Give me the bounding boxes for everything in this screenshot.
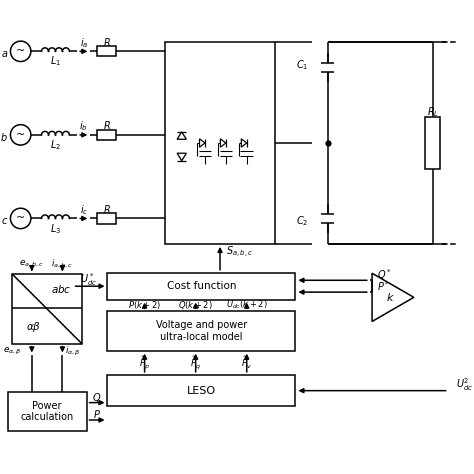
Circle shape [10, 125, 31, 145]
Text: $R$: $R$ [102, 36, 110, 47]
Text: Cost function: Cost function [167, 281, 236, 291]
Text: Voltage and power
ultra-local model: Voltage and power ultra-local model [156, 320, 247, 342]
Text: $U^*_{dc}$: $U^*_{dc}$ [80, 271, 98, 288]
Text: $L_2$: $L_2$ [50, 138, 61, 152]
Bar [97, 213, 116, 224]
Bar [97, 46, 116, 56]
Bar [108, 311, 295, 351]
Text: ~: ~ [16, 46, 25, 56]
Text: ~: ~ [16, 130, 25, 140]
Text: $L_3$: $L_3$ [50, 222, 61, 236]
Text: $i_{c}$: $i_{c}$ [80, 203, 88, 217]
Text: $\hat{F}_p$: $\hat{F}_p$ [139, 355, 150, 371]
Polygon shape [372, 273, 414, 321]
Bar [108, 375, 295, 406]
Text: $C_2$: $C_2$ [296, 214, 309, 228]
Text: $Q(k+2)$: $Q(k+2)$ [178, 299, 213, 311]
Bar [426, 118, 440, 169]
Polygon shape [177, 132, 186, 139]
Text: $i_{b}$: $i_{b}$ [80, 119, 88, 133]
Bar [8, 392, 87, 431]
Text: $i_{a,b,c}$: $i_{a,b,c}$ [51, 258, 73, 270]
Text: $R_L$: $R_L$ [427, 105, 439, 119]
Bar [97, 130, 116, 140]
Text: Power
calculation: Power calculation [20, 401, 74, 422]
Text: $U^2_{dc}$: $U^2_{dc}$ [456, 377, 473, 393]
Circle shape [10, 41, 31, 62]
Text: $abc$: $abc$ [51, 283, 71, 295]
Text: $P(k+2)$: $P(k+2)$ [128, 299, 161, 311]
Text: $i_{\alpha,\beta}$: $i_{\alpha,\beta}$ [65, 345, 81, 358]
Text: $e_{a,b,c}$: $e_{a,b,c}$ [19, 259, 45, 269]
Text: $\hat{F}_v$: $\hat{F}_v$ [241, 355, 252, 371]
Text: $k$: $k$ [386, 292, 395, 303]
Text: $R$: $R$ [102, 119, 110, 131]
Text: $S_{a,b,c}$: $S_{a,b,c}$ [226, 245, 253, 260]
Text: $U_{dc}(k+2)$: $U_{dc}(k+2)$ [226, 299, 267, 311]
Text: $\hat{F}_q$: $\hat{F}_q$ [190, 355, 201, 371]
Text: $R$: $R$ [102, 203, 110, 215]
Text: $C_1$: $C_1$ [296, 58, 309, 72]
Polygon shape [200, 139, 205, 147]
Bar [108, 273, 295, 300]
Circle shape [10, 208, 31, 228]
Text: $Q^*$: $Q^*$ [377, 267, 392, 282]
Text: $Q$: $Q$ [92, 391, 101, 403]
Text: $P^*$: $P^*$ [377, 280, 390, 293]
Bar [165, 42, 274, 244]
Text: LESO: LESO [187, 386, 216, 396]
Text: $c$: $c$ [1, 216, 8, 226]
Polygon shape [220, 139, 226, 147]
Text: $i_{a}$: $i_{a}$ [80, 36, 88, 50]
Bar [12, 274, 82, 344]
Text: $P$: $P$ [93, 409, 101, 420]
Text: $e_{\alpha,\beta}$: $e_{\alpha,\beta}$ [3, 346, 22, 357]
Polygon shape [241, 139, 247, 147]
Text: $\alpha\beta$: $\alpha\beta$ [26, 320, 41, 334]
Text: $b$: $b$ [0, 131, 8, 143]
Text: ~: ~ [16, 213, 25, 223]
Text: $L_1$: $L_1$ [50, 55, 61, 68]
Text: $a$: $a$ [1, 49, 8, 59]
Polygon shape [177, 153, 186, 161]
